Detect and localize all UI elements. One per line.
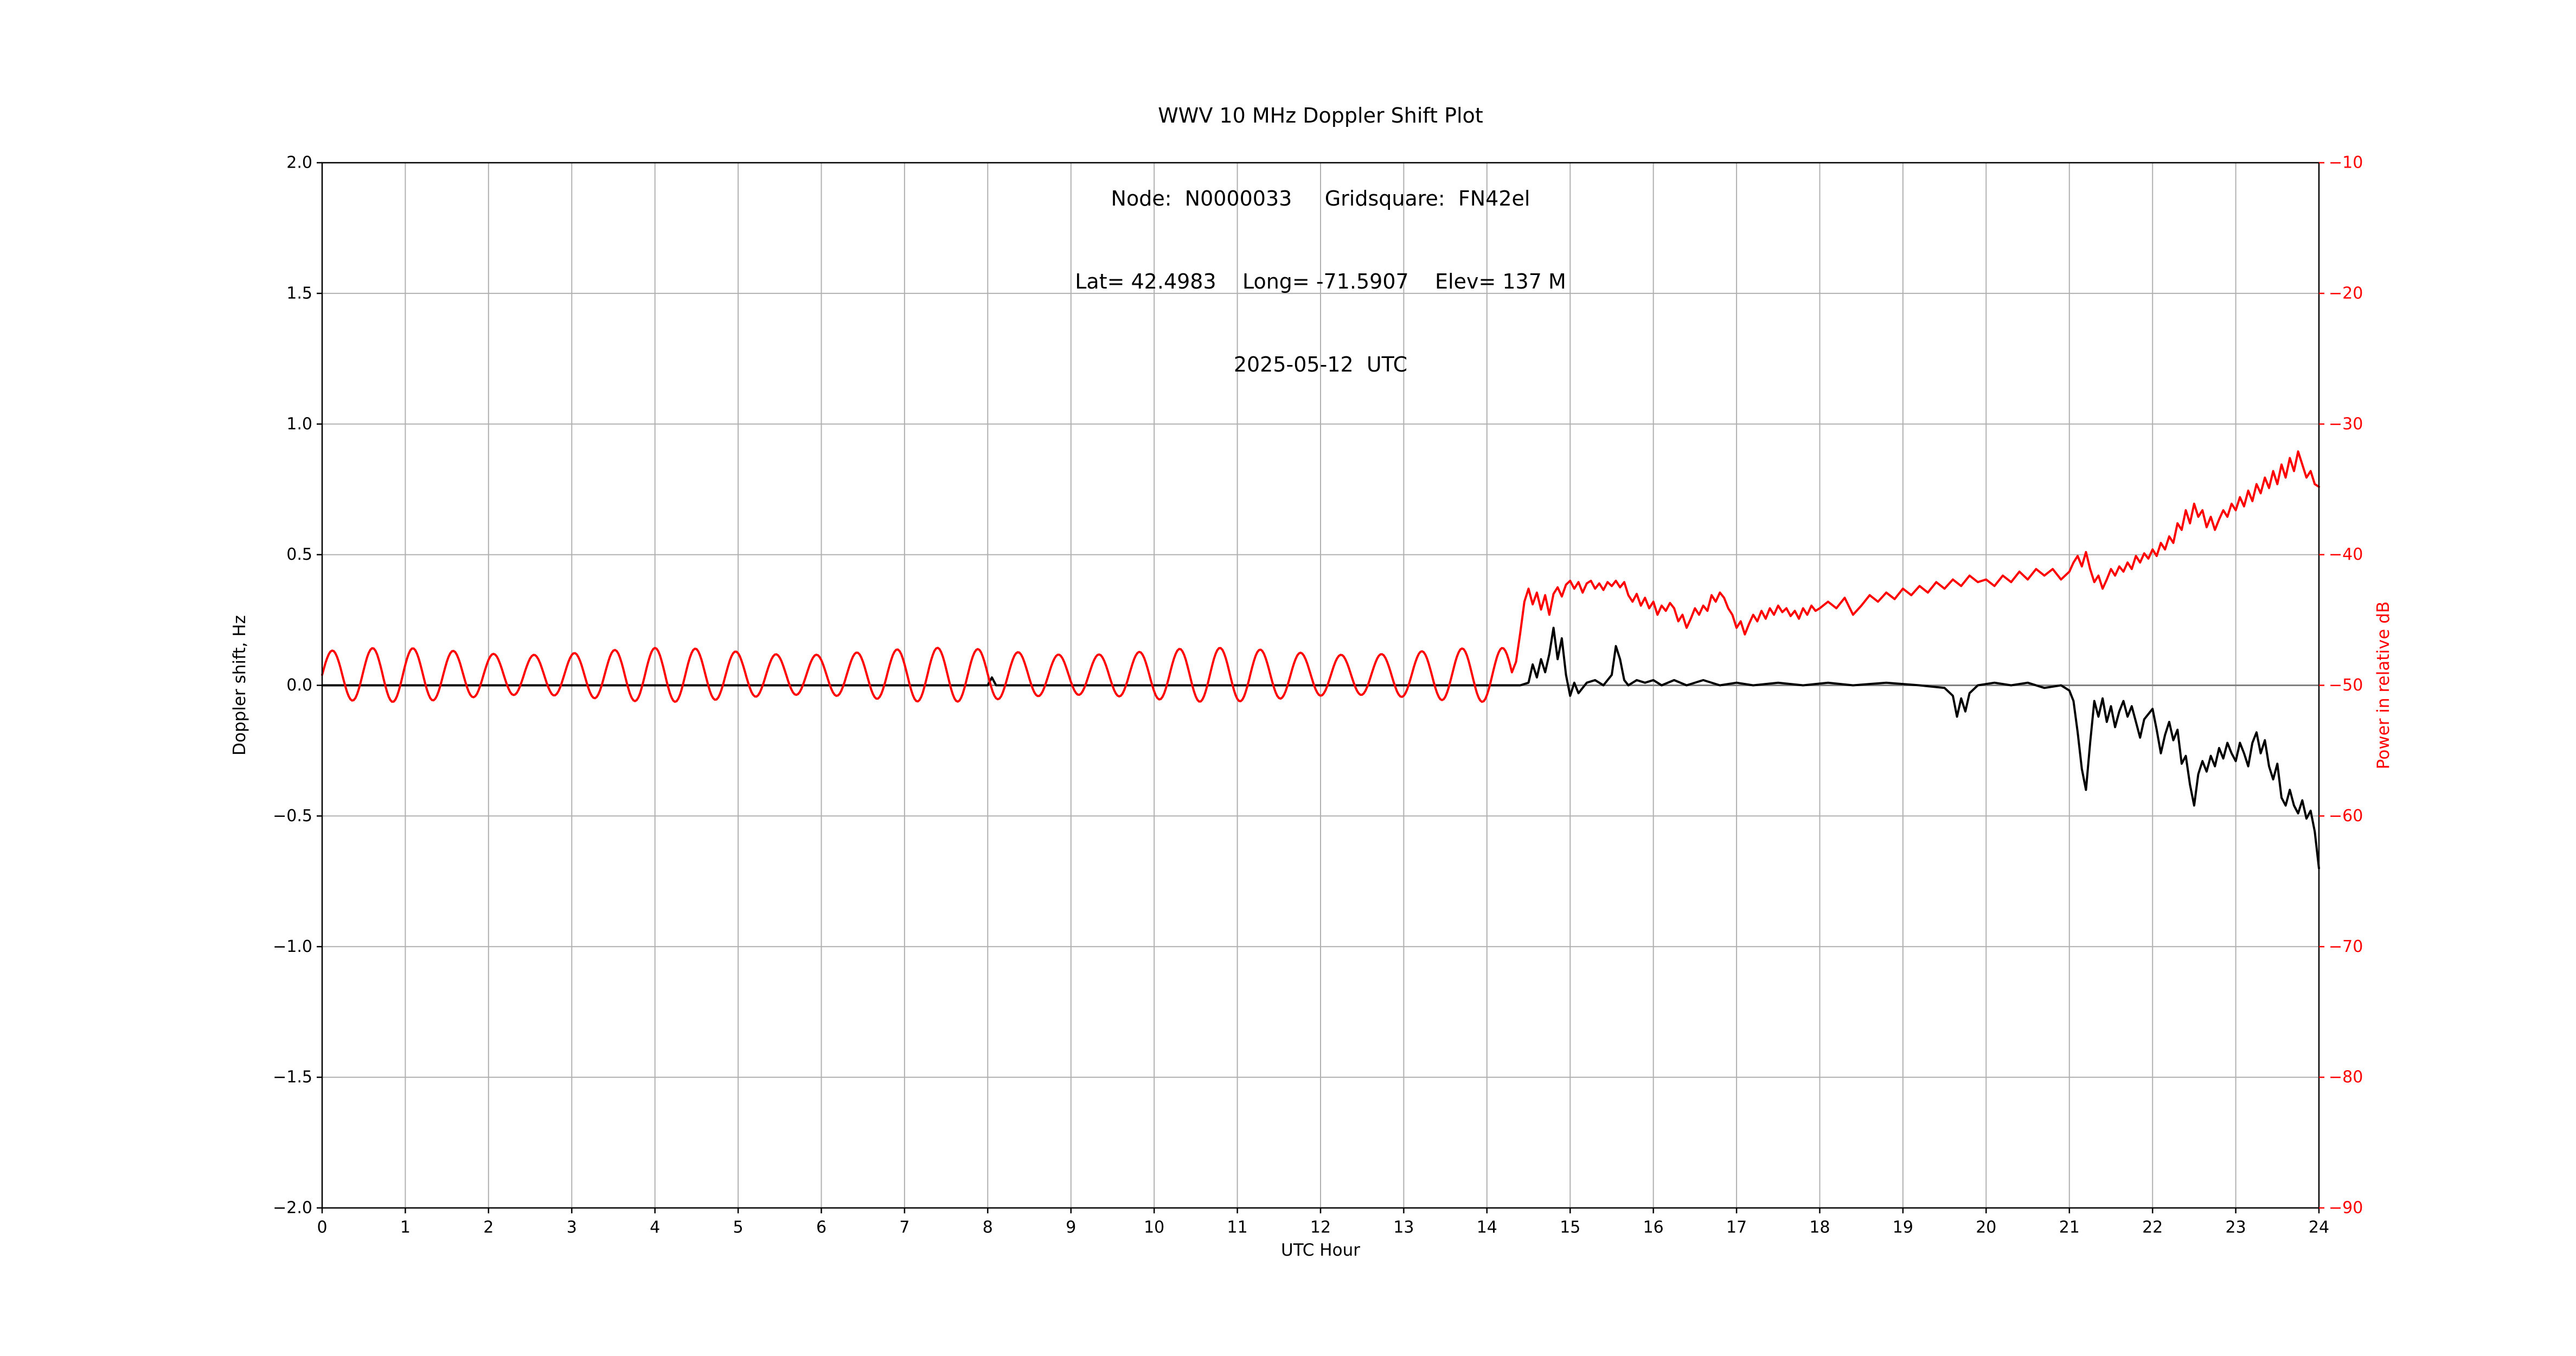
left-tick-label: −2.0 <box>273 1199 312 1218</box>
x-tick-label: 2 <box>483 1218 494 1237</box>
x-tick-label: 1 <box>400 1218 411 1237</box>
x-axis-label: UTC Hour <box>1281 1240 1360 1260</box>
x-tick-label: 0 <box>317 1218 327 1237</box>
x-tick-label: 8 <box>983 1218 993 1237</box>
left-tick-label: 2.0 <box>286 153 312 172</box>
left-tick-label: 1.0 <box>286 414 312 433</box>
x-tick-label: 22 <box>2142 1218 2163 1237</box>
left-axis-label: Doppler shift, Hz <box>230 615 249 756</box>
chart-subtitle-date: 2025-05-12 UTC <box>1233 353 1408 376</box>
right-axis-label: Power in relative dB <box>2374 602 2393 769</box>
power-series-line <box>321 450 2320 703</box>
x-tick-label: 6 <box>816 1218 826 1237</box>
chart-title-block: WWV 10 MHz Doppler Shift Plot Node: N000… <box>322 47 2319 434</box>
x-tick-label: 18 <box>1809 1218 1830 1237</box>
right-tick-label: −50 <box>2329 676 2363 695</box>
x-tick-label: 7 <box>899 1218 909 1237</box>
chart-subtitle-node: Node: N0000033 Gridsquare: FN42el <box>1111 187 1530 210</box>
x-tick-label: 24 <box>2309 1218 2329 1237</box>
left-tick-label: 1.5 <box>286 284 312 303</box>
right-tick-label: −60 <box>2329 807 2363 826</box>
left-tick-label: 0.5 <box>286 545 312 564</box>
x-tick-label: 13 <box>1393 1218 1414 1237</box>
x-tick-label: 17 <box>1726 1218 1747 1237</box>
x-tick-label: 16 <box>1643 1218 1664 1237</box>
left-tick-label: −1.5 <box>273 1068 312 1087</box>
right-tick-label: −40 <box>2329 545 2363 564</box>
right-tick-label: −30 <box>2329 414 2363 433</box>
chart-subtitle-location: Lat= 42.4983 Long= -71.5907 Elev= 137 M <box>1075 270 1566 293</box>
x-tick-label: 14 <box>1477 1218 1497 1237</box>
left-tick-label: 0.0 <box>286 676 312 695</box>
right-tick-label: −70 <box>2329 937 2363 956</box>
x-tick-label: 23 <box>2226 1218 2246 1237</box>
chart-title: WWV 10 MHz Doppler Shift Plot <box>1158 104 1483 127</box>
x-tick-label: 12 <box>1310 1218 1331 1237</box>
right-tick-label: −10 <box>2329 153 2363 172</box>
x-tick-label: 9 <box>1066 1218 1076 1237</box>
left-tick-label: −1.0 <box>273 937 312 956</box>
right-tick-label: −20 <box>2329 284 2363 303</box>
x-tick-label: 20 <box>1976 1218 1996 1237</box>
right-tick-label: −90 <box>2329 1199 2363 1218</box>
x-tick-label: 4 <box>650 1218 660 1237</box>
x-tick-label: 11 <box>1227 1218 1248 1237</box>
x-tick-label: 21 <box>2059 1218 2080 1237</box>
x-tick-label: 5 <box>733 1218 744 1237</box>
left-tick-label: −0.5 <box>273 807 312 826</box>
doppler-shift-series-line <box>321 626 2320 869</box>
x-tick-label: 15 <box>1560 1218 1580 1237</box>
x-tick-label: 19 <box>1893 1218 1913 1237</box>
right-tick-label: −80 <box>2329 1068 2363 1087</box>
x-tick-label: 10 <box>1144 1218 1164 1237</box>
x-tick-label: 3 <box>567 1218 577 1237</box>
